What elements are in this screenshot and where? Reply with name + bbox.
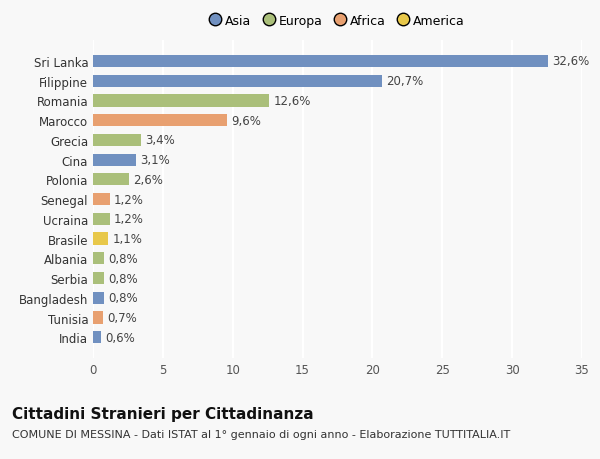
Bar: [93, 233, 109, 245]
Text: 1,2%: 1,2%: [114, 193, 144, 206]
Bar: [93, 194, 110, 206]
Text: 1,1%: 1,1%: [113, 233, 142, 246]
Text: 3,4%: 3,4%: [145, 134, 175, 147]
Text: 12,6%: 12,6%: [273, 95, 311, 108]
Text: COMUNE DI MESSINA - Dati ISTAT al 1° gennaio di ogni anno - Elaborazione TUTTITA: COMUNE DI MESSINA - Dati ISTAT al 1° gen…: [12, 429, 510, 439]
Text: 0,6%: 0,6%: [106, 331, 136, 344]
Text: 0,8%: 0,8%: [109, 291, 138, 305]
Text: 0,8%: 0,8%: [109, 252, 138, 265]
Bar: [93, 154, 136, 166]
Text: 0,7%: 0,7%: [107, 311, 137, 325]
Bar: [93, 331, 101, 344]
Text: 9,6%: 9,6%: [232, 114, 261, 128]
Text: 2,6%: 2,6%: [134, 174, 163, 186]
Bar: [93, 95, 269, 107]
Bar: [93, 252, 104, 265]
Text: 3,1%: 3,1%: [140, 154, 170, 167]
Bar: [93, 134, 140, 147]
Legend: Asia, Europa, Africa, America: Asia, Europa, Africa, America: [206, 11, 469, 32]
Bar: [93, 213, 110, 225]
Bar: [93, 75, 382, 88]
Bar: [93, 115, 227, 127]
Text: Cittadini Stranieri per Cittadinanza: Cittadini Stranieri per Cittadinanza: [12, 406, 314, 421]
Bar: [93, 272, 104, 285]
Bar: [93, 292, 104, 304]
Text: 0,8%: 0,8%: [109, 272, 138, 285]
Bar: [93, 174, 130, 186]
Bar: [93, 312, 103, 324]
Text: 1,2%: 1,2%: [114, 213, 144, 226]
Text: 32,6%: 32,6%: [553, 56, 590, 68]
Bar: [93, 56, 548, 68]
Text: 20,7%: 20,7%: [386, 75, 424, 88]
